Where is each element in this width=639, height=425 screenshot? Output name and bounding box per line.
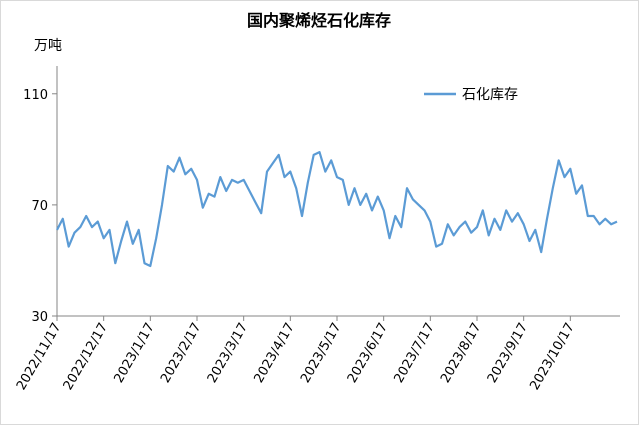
y-tick-label: 110 bbox=[23, 88, 48, 103]
legend-label: 石化库存 bbox=[462, 87, 518, 103]
y-tick-label: 70 bbox=[31, 199, 48, 214]
chart-title: 国内聚烯烃石化库存 bbox=[247, 11, 391, 30]
y-axis-label: 万吨 bbox=[34, 38, 62, 54]
data-line bbox=[56, 151, 618, 268]
y-tick-label: 30 bbox=[31, 310, 48, 325]
